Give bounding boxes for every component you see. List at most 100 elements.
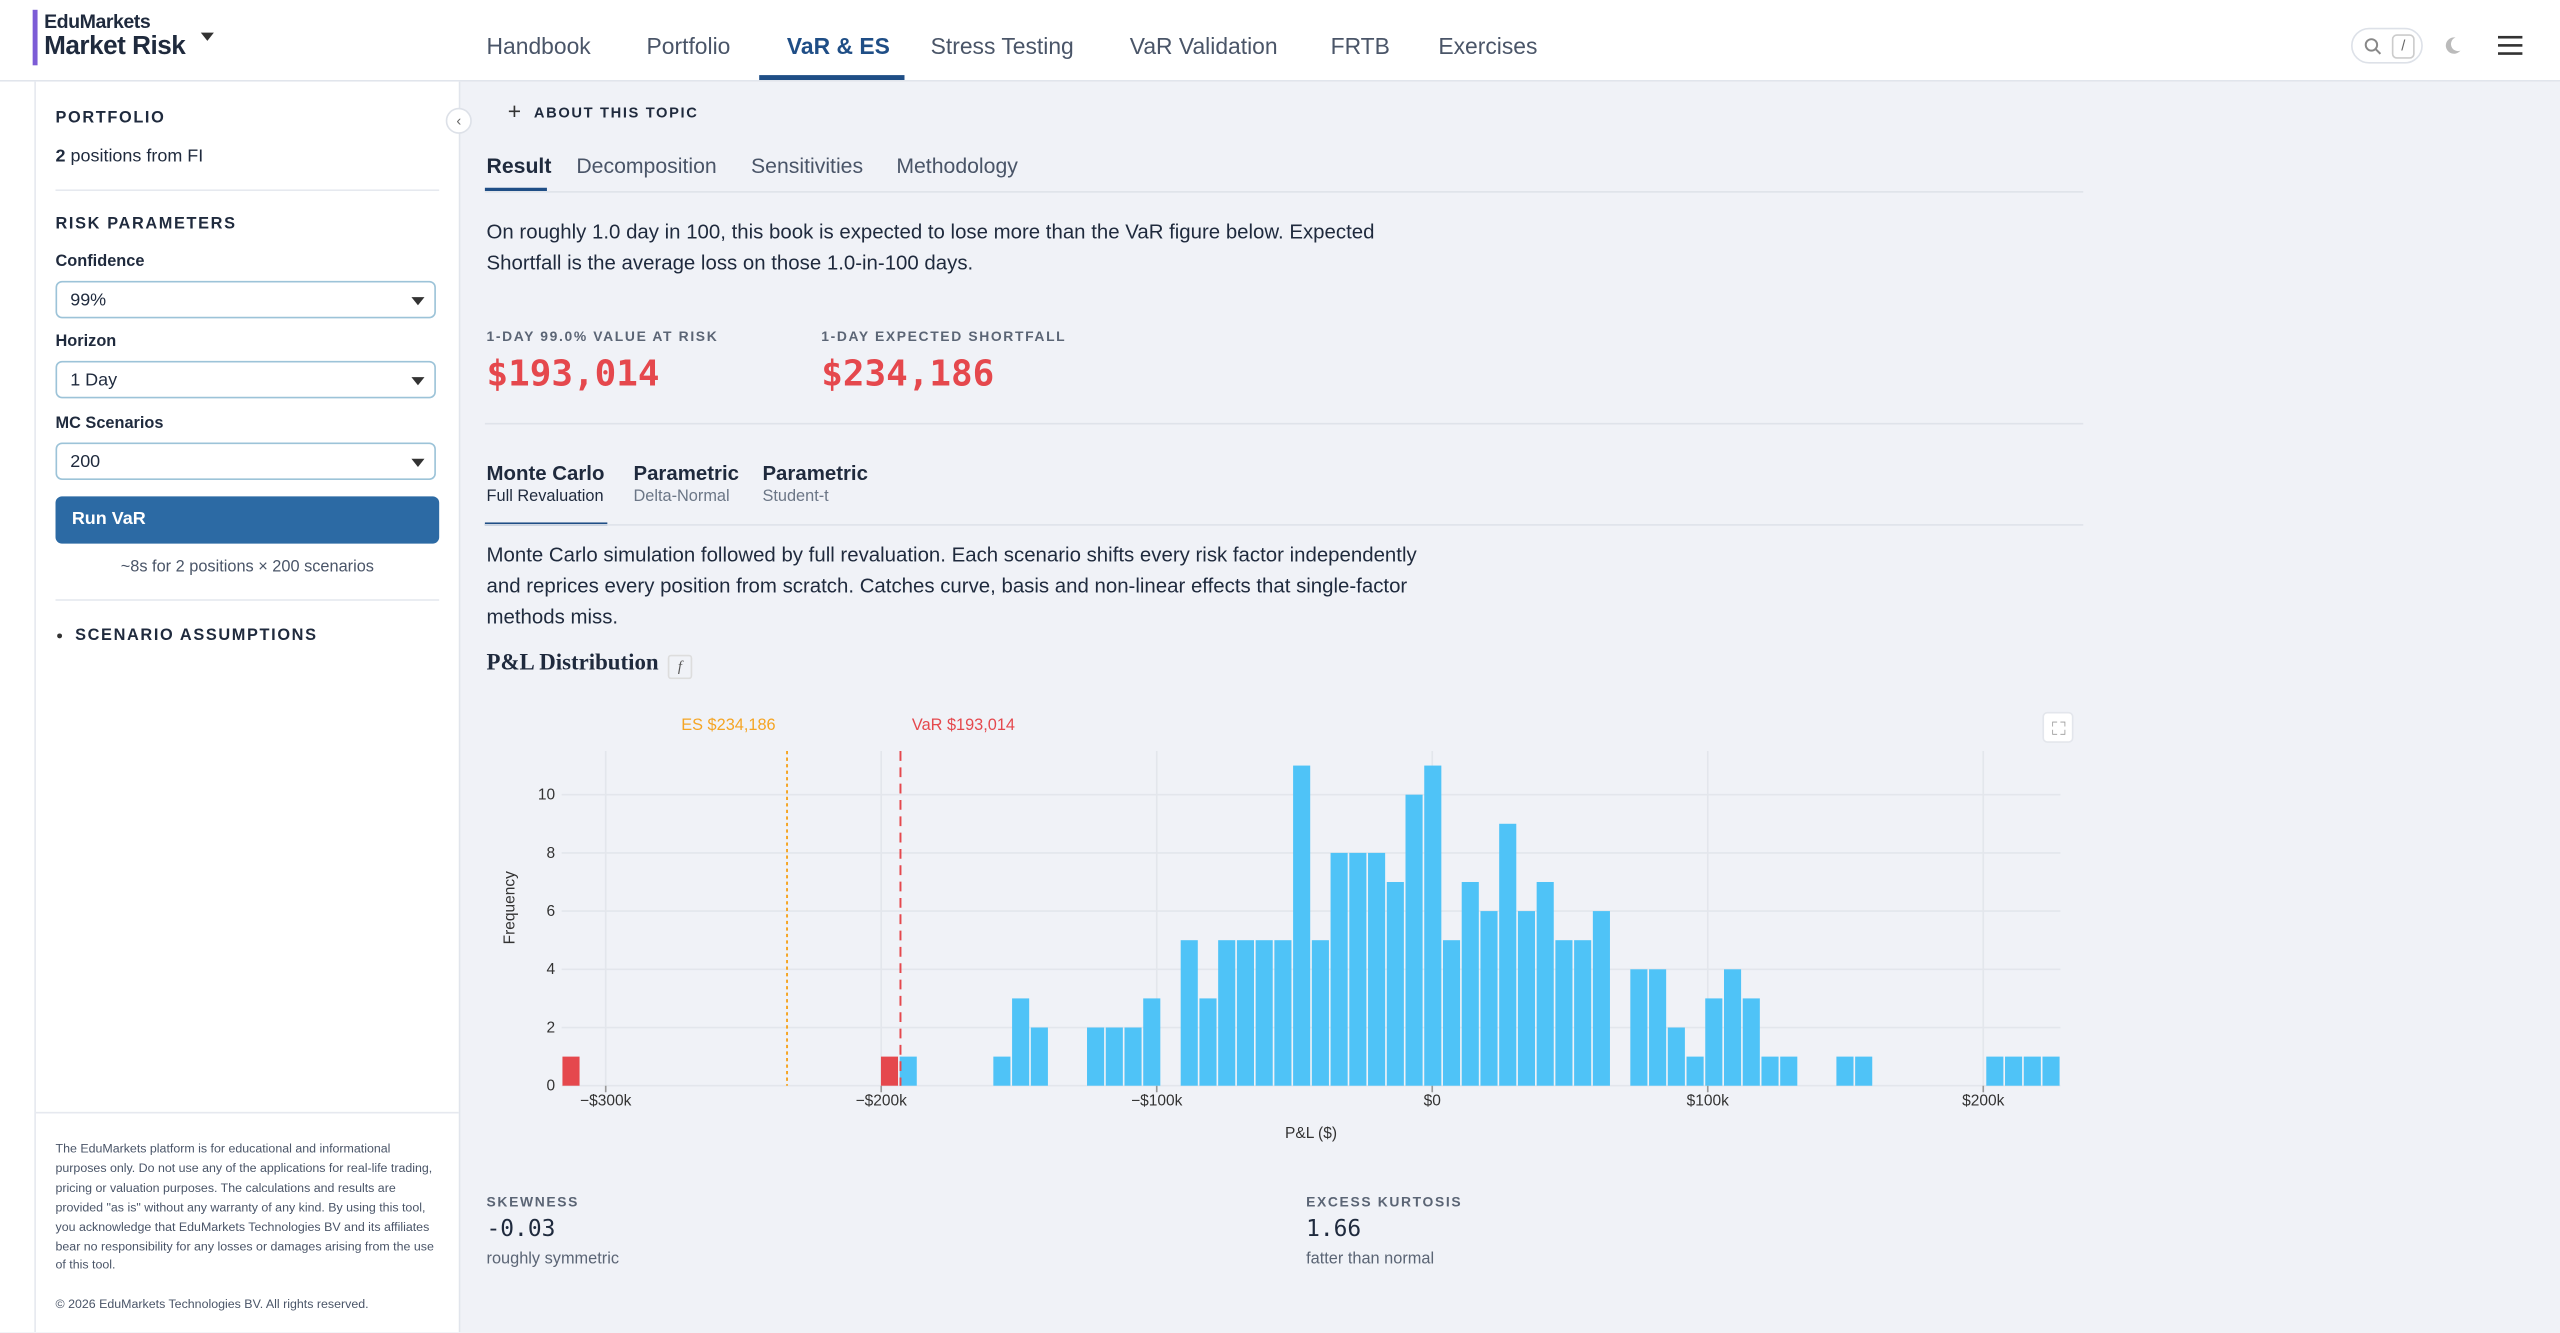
field-label: Confidence (55, 253, 145, 272)
bar (2005, 1056, 2023, 1086)
tab[interactable]: Result (486, 153, 552, 178)
divider (484, 524, 2084, 526)
search[interactable]: / (2351, 27, 2423, 64)
nav-item[interactable]: VaR Validation (1129, 32, 1278, 59)
nav-item[interactable]: FRTB (1330, 32, 1390, 59)
select[interactable]: 1 Day (55, 360, 436, 399)
header: EduMarkets Market Risk Handbook Portfoli… (0, 0, 2560, 82)
theme-toggle[interactable] (2442, 36, 2462, 56)
bar (1855, 1056, 1873, 1086)
nav-item[interactable]: Portfolio (646, 32, 731, 59)
nav-item[interactable]: VaR & ES (786, 32, 890, 59)
bar (1180, 940, 1198, 1086)
method-tab[interactable]: Parametric Delta-Normal (633, 462, 739, 506)
expander[interactable]: SCENARIO ASSUMPTIONS (75, 626, 318, 645)
bar (562, 1056, 580, 1086)
divider (35, 1111, 459, 1114)
menu-button[interactable] (2497, 34, 2523, 57)
histogram: Frequency P&L ($) 0 2 4 6 8 10 −$300k −$200k −$1… (501, 716, 2061, 1142)
stat-note: roughly symmetric (486, 1250, 620, 1269)
brand-top: EduMarkets (44, 9, 151, 33)
formula-button[interactable]: f (667, 654, 693, 680)
bar (1368, 852, 1386, 1086)
bar (1124, 1027, 1142, 1086)
brand-accent (32, 9, 38, 66)
bar (1555, 940, 1573, 1086)
search-key: / (2391, 34, 2415, 59)
expand-button[interactable] (2042, 711, 2074, 743)
position-count: 2 (55, 146, 66, 167)
method-text: Monte Carlo simulation followed by full … (486, 543, 1417, 629)
chart-heading: P&L Distribution (486, 651, 659, 676)
bar (1705, 998, 1723, 1086)
disclaimer: The EduMarkets platform is for education… (55, 1141, 434, 1273)
intro: On roughly 1.0 day in 100, this book is … (486, 220, 1375, 275)
bar (1105, 1027, 1123, 1086)
y-axis-label: Frequency (501, 871, 518, 944)
method-name: Monte Carlo (486, 462, 605, 485)
divider (484, 191, 2084, 193)
stat-note: fatter than normal (1306, 1250, 1435, 1269)
bar (1087, 1027, 1105, 1086)
y-tick-label: 10 (538, 787, 556, 804)
reference-label: VaR $193,014 (912, 716, 1015, 734)
about-toggle[interactable]: ABOUT THIS TOPIC (533, 104, 699, 121)
bar (1536, 881, 1554, 1086)
bar (1349, 852, 1367, 1086)
search-icon (2364, 38, 2382, 55)
y-tick-label: 4 (546, 961, 555, 978)
nav-item[interactable]: Handbook (486, 32, 591, 59)
bar (1761, 1056, 1779, 1086)
bar (1330, 852, 1348, 1086)
bar (1255, 940, 1273, 1086)
bar (1480, 911, 1498, 1086)
section-title: RISK PARAMETERS (55, 215, 237, 234)
x-tick-label: −$100k (1131, 1092, 1183, 1109)
x-tick-label: $100k (1687, 1092, 1729, 1109)
tab[interactable]: Decomposition (576, 153, 717, 178)
bar (1986, 1056, 2004, 1086)
method-tab[interactable]: Monte Carlo Full Revaluation (487, 462, 605, 506)
bar (1649, 969, 1667, 1086)
nav-item[interactable]: Exercises (1438, 32, 1538, 59)
bar (1030, 1027, 1048, 1086)
stat-value: 1.66 (1306, 1216, 1362, 1243)
sidebar-rule (34, 81, 36, 1333)
nav-item[interactable]: Stress Testing (930, 32, 1074, 59)
bar (2042, 1056, 2060, 1086)
stat-value: -0.03 (486, 1216, 556, 1243)
run-note: ~8s for 2 positions × 200 scenarios (120, 558, 374, 577)
bar (1592, 911, 1610, 1086)
metric-value: $193,014 (486, 354, 660, 396)
nav-indicator (759, 75, 905, 80)
bar (1499, 823, 1517, 1086)
bar (1667, 1027, 1685, 1086)
position-text: positions from FI (70, 146, 204, 167)
y-tick-label: 6 (546, 903, 555, 920)
brand[interactable]: Market Risk (44, 32, 186, 61)
collapse-button[interactable]: ‹ (445, 107, 472, 134)
select[interactable]: 99% (55, 280, 436, 319)
bar (1723, 969, 1742, 1086)
x-tick-label: $200k (1962, 1092, 2004, 1109)
method-tab[interactable]: Parametric Student-t (762, 462, 868, 506)
portfolio-summary: 2 positions from FI (56, 147, 204, 167)
run-button[interactable]: Run VaR (55, 496, 440, 544)
bar (1236, 940, 1254, 1086)
brand-caret[interactable] (200, 32, 214, 48)
about-icon[interactable]: + (507, 97, 522, 125)
bar (1424, 765, 1442, 1086)
bar (1293, 765, 1311, 1086)
select[interactable]: 200 (55, 442, 436, 480)
bar (1742, 998, 1760, 1086)
stat-label: SKEWNESS (486, 1193, 580, 1210)
method-sub: Full Revaluation (486, 488, 604, 507)
bar (1442, 940, 1461, 1086)
section-title: PORTFOLIO (55, 109, 166, 128)
method-sub: Student-t (762, 488, 829, 507)
tab[interactable]: Methodology (896, 153, 1018, 178)
method-sub: Delta-Normal (633, 488, 730, 507)
tab[interactable]: Sensitivities (751, 153, 864, 178)
